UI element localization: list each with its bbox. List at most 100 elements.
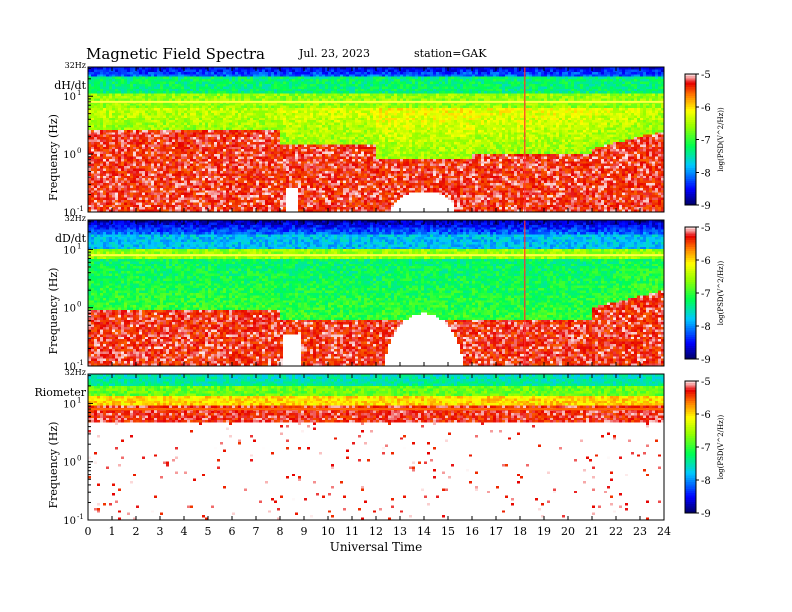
heatmap-cell: [229, 91, 232, 94]
heatmap-cell: [217, 132, 220, 135]
heatmap-cell: [262, 106, 265, 109]
heatmap-cell: [313, 86, 316, 89]
heatmap-cell: [190, 149, 193, 152]
heatmap-cell: [259, 130, 262, 133]
heatmap-cell: [304, 190, 307, 193]
heatmap-cell: [328, 140, 331, 143]
heatmap-cell: [223, 164, 226, 167]
heatmap-cell: [166, 125, 169, 128]
heatmap-cell: [196, 103, 199, 106]
heatmap-cell: [310, 140, 313, 143]
heatmap-cell: [199, 140, 202, 143]
heatmap-cell: [307, 198, 310, 201]
heatmap-cell: [334, 149, 337, 152]
heatmap-cell: [292, 205, 295, 208]
heatmap-cell: [130, 200, 133, 203]
heatmap-cell: [220, 82, 223, 85]
heatmap-cell: [235, 142, 238, 145]
heatmap-cell: [100, 132, 103, 135]
heatmap-cell: [256, 156, 259, 159]
heatmap-cell: [106, 98, 109, 101]
heatmap-cell: [265, 166, 268, 169]
heatmap-cell: [259, 152, 262, 155]
heatmap-cell: [214, 161, 217, 164]
heatmap-cell: [274, 77, 277, 80]
heatmap-cell: [247, 98, 250, 101]
heatmap-cell: [148, 149, 151, 152]
heatmap-cell: [112, 135, 115, 138]
heatmap-cell: [151, 82, 154, 85]
heatmap-cell: [232, 113, 235, 116]
heatmap-cell: [283, 86, 286, 89]
heatmap-cell: [274, 79, 277, 82]
heatmap-cell: [199, 166, 202, 169]
heatmap-cell: [319, 130, 322, 133]
heatmap-cell: [202, 173, 205, 176]
heatmap-cell: [139, 159, 142, 162]
heatmap-cell: [166, 72, 169, 75]
heatmap-cell: [298, 132, 301, 135]
heatmap-cell: [217, 115, 220, 118]
heatmap-cell: [235, 108, 238, 111]
heatmap-cell: [220, 108, 223, 111]
heatmap-cell: [319, 137, 322, 140]
heatmap-cell: [223, 147, 226, 150]
heatmap-cell: [124, 120, 127, 123]
heatmap-cell: [130, 185, 133, 188]
heatmap-cell: [100, 125, 103, 128]
heatmap-cell: [211, 106, 214, 109]
heatmap-cell: [142, 190, 145, 193]
heatmap-cell: [196, 207, 199, 210]
heatmap-cell: [292, 96, 295, 99]
heatmap-cell: [121, 142, 124, 145]
heatmap-cell: [274, 171, 277, 174]
heatmap-cell: [313, 69, 316, 72]
heatmap-cell: [259, 127, 262, 130]
heatmap-cell: [112, 171, 115, 174]
heatmap-cell: [235, 195, 238, 198]
heatmap-cell: [184, 91, 187, 94]
heatmap-cell: [187, 188, 190, 191]
heatmap-cell: [226, 176, 229, 179]
heatmap-cell: [88, 202, 91, 205]
heatmap-cell: [265, 149, 268, 152]
heatmap-cell: [277, 205, 280, 208]
heatmap-cell: [136, 156, 139, 159]
heatmap-cell: [190, 159, 193, 162]
heatmap-cell: [157, 125, 160, 128]
heatmap-cell: [118, 183, 121, 186]
heatmap-cell: [133, 202, 136, 205]
heatmap-cell: [94, 147, 97, 150]
heatmap-cell: [196, 127, 199, 130]
heatmap-cell: [226, 173, 229, 176]
heatmap-cell: [235, 120, 238, 123]
heatmap-cell: [169, 77, 172, 80]
heatmap-cell: [214, 188, 217, 191]
heatmap-cell: [193, 98, 196, 101]
heatmap-cell: [262, 125, 265, 128]
heatmap-cell: [91, 130, 94, 133]
heatmap-cell: [157, 72, 160, 75]
heatmap-cell: [265, 140, 268, 143]
heatmap-cell: [151, 106, 154, 109]
heatmap-cell: [151, 154, 154, 157]
heatmap-cell: [136, 77, 139, 80]
heatmap-cell: [103, 154, 106, 157]
heatmap-cell: [130, 181, 133, 184]
heatmap-cell: [184, 94, 187, 97]
heatmap-cell: [178, 69, 181, 72]
heatmap-cell: [262, 130, 265, 133]
heatmap-cell: [187, 202, 190, 205]
heatmap-cell: [133, 166, 136, 169]
heatmap-cell: [247, 79, 250, 82]
heatmap-cell: [319, 132, 322, 135]
heatmap-cell: [238, 178, 241, 181]
heatmap-cell: [130, 130, 133, 133]
heatmap-cell: [286, 120, 289, 123]
heatmap-cell: [178, 176, 181, 179]
heatmap-cell: [235, 207, 238, 210]
heatmap-cell: [229, 106, 232, 109]
heatmap-cell: [331, 183, 334, 186]
heatmap-cell: [316, 84, 319, 87]
heatmap-cell: [190, 142, 193, 145]
